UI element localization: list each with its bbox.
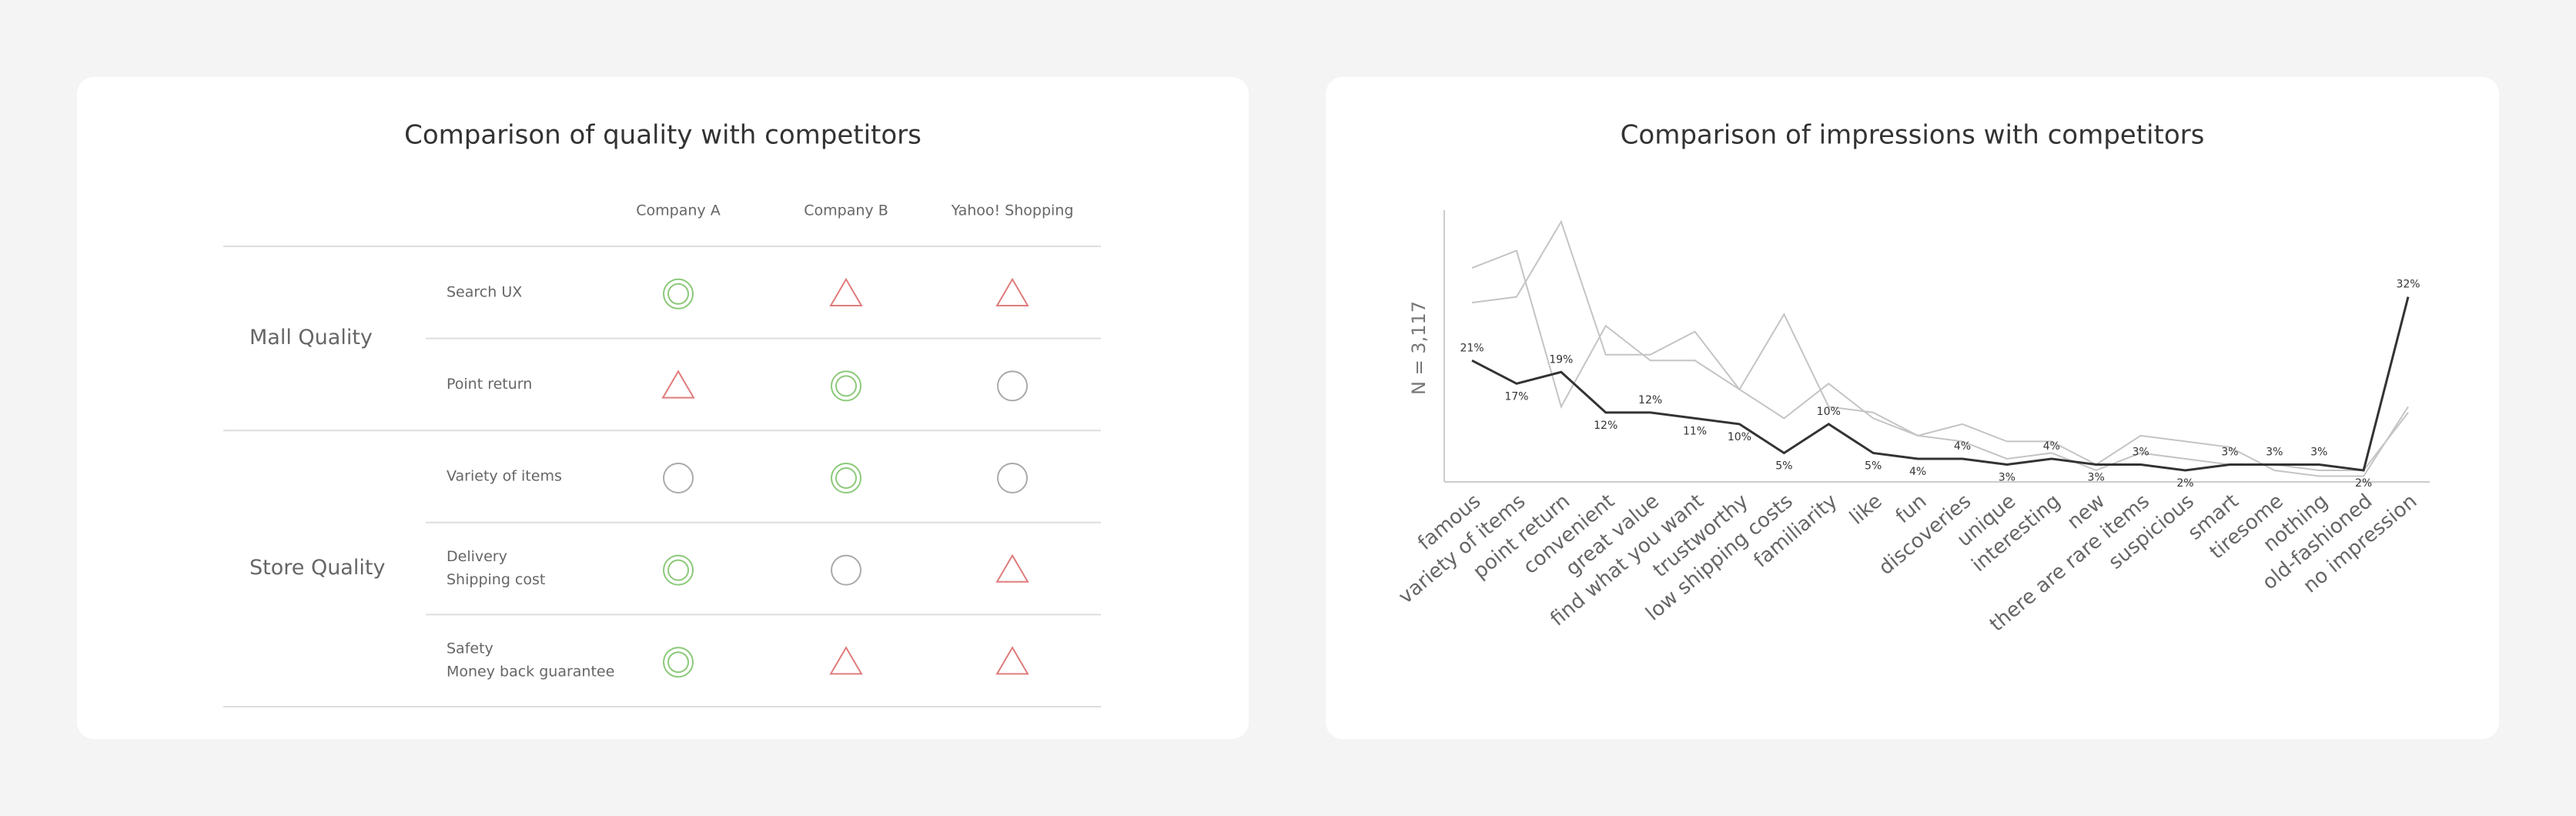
quality-card xyxy=(77,77,1249,739)
circle xyxy=(831,554,861,586)
rating-symbol xyxy=(997,463,1028,493)
column-header: Yahoo! Shopping xyxy=(951,202,1074,219)
rating-symbol xyxy=(831,554,861,586)
chart-title: Comparison of impressions with competito… xyxy=(1621,120,2205,151)
row-label: Delivery xyxy=(447,548,507,565)
double-circle-inner xyxy=(667,559,689,581)
group-label: Store Quality xyxy=(249,556,385,580)
circle xyxy=(663,463,694,493)
double-circle-outer xyxy=(663,554,694,586)
circle xyxy=(997,463,1028,493)
data-label: 4% xyxy=(2043,440,2060,453)
data-label: 4% xyxy=(1909,466,1926,478)
double-circle-inner xyxy=(667,651,689,674)
rating-symbol xyxy=(995,646,1029,675)
double-circle-inner xyxy=(835,375,857,397)
rating-symbol xyxy=(663,554,694,586)
rating-symbol xyxy=(995,553,1029,583)
double-circle-outer xyxy=(663,278,694,309)
rating-symbol xyxy=(829,277,863,306)
data-label: 17% xyxy=(1504,390,1528,403)
data-label: 3% xyxy=(2088,471,2105,483)
triangle xyxy=(995,553,1029,583)
data-label: 10% xyxy=(1728,431,1751,443)
double-circle-outer xyxy=(663,647,694,678)
data-label: 4% xyxy=(1954,440,1971,453)
data-label: 12% xyxy=(1594,420,1618,432)
data-label: 3% xyxy=(2132,446,2149,458)
rating-symbol xyxy=(663,647,694,678)
row-label: Shipping cost xyxy=(447,571,545,588)
rating-symbol xyxy=(831,370,861,402)
data-label: 21% xyxy=(1460,342,1484,354)
triangle xyxy=(829,646,863,675)
data-label: 3% xyxy=(1999,471,2016,483)
triangle xyxy=(661,370,695,399)
row-label: Money back guarantee xyxy=(447,664,614,681)
column-header: Company A xyxy=(636,202,720,219)
series-line xyxy=(1471,249,2409,477)
row-label: Safety xyxy=(447,640,493,657)
data-label: 2% xyxy=(2355,477,2372,490)
rating-symbol xyxy=(663,463,694,493)
rating-symbol xyxy=(663,278,694,309)
triangle xyxy=(995,646,1029,675)
rating-symbol xyxy=(831,463,861,493)
row-label: Variety of items xyxy=(447,468,562,485)
group-label: Mall Quality xyxy=(249,326,373,349)
data-label: 32% xyxy=(2396,279,2420,291)
data-label: 3% xyxy=(2310,446,2327,458)
y-axis-label: N = 3,117 xyxy=(1408,301,1430,395)
rating-symbol xyxy=(997,370,1028,402)
data-label: 19% xyxy=(1549,353,1573,366)
row-label: Search UX xyxy=(447,283,522,300)
rating-symbol xyxy=(661,370,695,399)
double-circle-inner xyxy=(835,467,857,489)
triangle xyxy=(829,277,863,306)
data-label: 5% xyxy=(1775,460,1792,472)
data-label: 3% xyxy=(2221,446,2238,458)
table-title: Comparison of quality with competitors xyxy=(404,120,922,151)
double-circle-outer xyxy=(831,370,861,402)
data-label: 5% xyxy=(1865,460,1882,472)
data-label: 3% xyxy=(2266,446,2283,458)
column-header: Company B xyxy=(804,202,888,219)
series-line xyxy=(1471,296,2410,472)
row-label: Point return xyxy=(447,376,532,393)
data-label: 10% xyxy=(1817,406,1841,418)
rating-symbol xyxy=(829,646,863,675)
data-label: 12% xyxy=(1638,394,1662,406)
rating-symbol xyxy=(995,277,1029,306)
data-label: 2% xyxy=(2176,477,2193,490)
double-circle-inner xyxy=(667,283,689,305)
data-label: 11% xyxy=(1683,425,1707,437)
triangle xyxy=(995,277,1029,306)
circle xyxy=(997,370,1028,402)
double-circle-outer xyxy=(831,463,861,493)
impressions-card xyxy=(1326,77,2499,739)
